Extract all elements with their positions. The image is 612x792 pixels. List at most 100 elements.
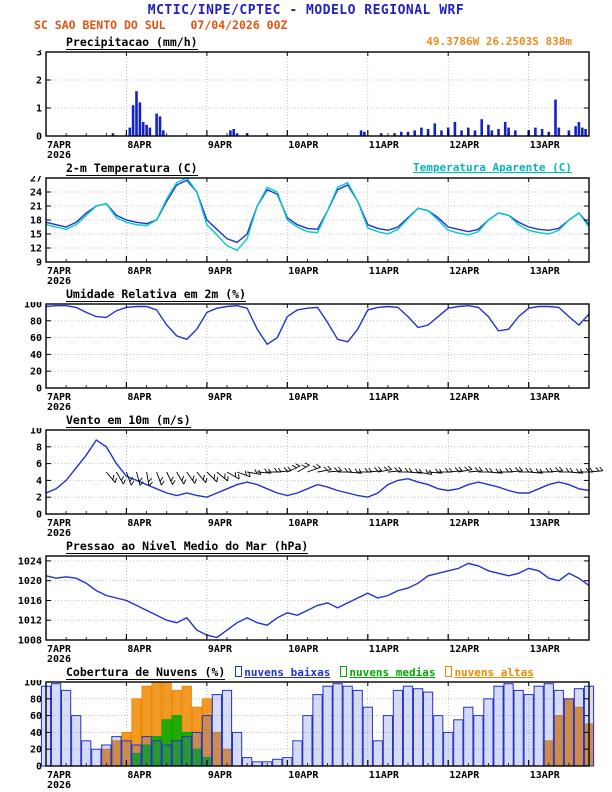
svg-text:12: 12: [30, 244, 42, 255]
svg-text:13APR: 13APR: [530, 518, 561, 529]
panel-precipitation: Precipitacao (mm/h) 49.3786W 26.2503S 838…: [0, 34, 612, 160]
svg-text:9: 9: [36, 258, 42, 269]
svg-text:2026: 2026: [47, 402, 71, 412]
svg-text:80: 80: [30, 316, 42, 327]
legend-nuvens-medias: nuvens medias: [340, 666, 435, 679]
legend-nuvens-baixas: nuvens baixas: [235, 666, 330, 679]
temperature-title: 2-m Temperatura (C): [66, 161, 198, 176]
svg-text:13APR: 13APR: [530, 392, 561, 403]
panel-temperature: 2-m Temperatura (C) Temperatura Aparente …: [0, 160, 612, 286]
svg-text:8APR: 8APR: [127, 140, 152, 151]
panels-container: Precipitacao (mm/h) 49.3786W 26.2503S 838…: [0, 34, 612, 790]
svg-text:80: 80: [30, 694, 42, 705]
svg-text:9APR: 9APR: [208, 518, 233, 529]
humidity-title: Umidade Relativa em 2m (%): [66, 287, 247, 302]
svg-text:7APR: 7APR: [47, 392, 72, 403]
svg-text:12APR: 12APR: [449, 392, 480, 403]
svg-text:9APR: 9APR: [208, 770, 233, 781]
panel-clouds: Cobertura de Nuvens (%) nuvens baixas nuve…: [0, 664, 612, 790]
wind-head: Vento em 10m (m/s): [0, 412, 612, 428]
svg-text:0: 0: [36, 384, 42, 395]
svg-text:1020: 1020: [18, 576, 42, 587]
run-datetime: 07/04/2026 00Z: [190, 18, 288, 32]
panel-pressure: Pressao ao Nivel Medio do Mar (hPa) 1008 1…: [0, 538, 612, 664]
svg-text:0: 0: [36, 132, 42, 143]
svg-text:7APR: 7APR: [47, 266, 72, 277]
precipitation-right-label: 49.3786W 26.2503S 838m: [426, 35, 572, 48]
svg-text:2: 2: [36, 76, 42, 87]
svg-text:8APR: 8APR: [127, 266, 152, 277]
axes: [45, 51, 590, 137]
legend-swatch-icon: [340, 666, 348, 677]
pressure-head: Pressao ao Nivel Medio do Mar (hPa): [0, 538, 612, 554]
svg-text:0: 0: [36, 762, 42, 773]
humidity-line-0: [45, 304, 590, 346]
svg-text:12APR: 12APR: [449, 140, 480, 151]
svg-text:0: 0: [36, 510, 42, 521]
svg-text:9APR: 9APR: [208, 140, 233, 151]
svg-text:100: 100: [24, 302, 42, 311]
svg-text:9APR: 9APR: [208, 392, 233, 403]
precipitation-title: Precipitacao (mm/h): [66, 35, 198, 50]
svg-text:7APR: 7APR: [47, 770, 72, 781]
svg-text:1016: 1016: [18, 596, 42, 607]
svg-text:1008: 1008: [18, 636, 42, 647]
axes: [45, 429, 590, 515]
humidity-head: Umidade Relativa em 2m (%): [0, 286, 612, 302]
svg-text:40: 40: [30, 350, 42, 361]
gridlines: [46, 304, 589, 388]
svg-text:4: 4: [36, 476, 42, 487]
svg-text:7APR: 7APR: [47, 140, 72, 151]
svg-text:13APR: 13APR: [530, 140, 561, 151]
legend-label: nuvens altas: [454, 666, 534, 679]
svg-text:8APR: 8APR: [127, 644, 152, 655]
svg-text:8: 8: [36, 442, 42, 453]
svg-text:9APR: 9APR: [208, 644, 233, 655]
pressure-line-0: [45, 562, 590, 639]
svg-text:13APR: 13APR: [530, 770, 561, 781]
cloud-bars: [40, 681, 595, 767]
svg-text:9APR: 9APR: [208, 266, 233, 277]
wind-line-0: [45, 439, 590, 498]
precipitation-head: Precipitacao (mm/h) 49.3786W 26.2503S 838…: [0, 34, 612, 50]
svg-text:11APR: 11APR: [369, 392, 400, 403]
wind-barbs: [105, 462, 604, 487]
page-title: MCTIC/INPE/CPTEC - MODELO REGIONAL WRF: [147, 3, 465, 18]
axes: [45, 303, 590, 389]
svg-text:11APR: 11APR: [369, 770, 400, 781]
gridlines: [46, 52, 589, 136]
svg-text:10APR: 10APR: [288, 518, 319, 529]
legend-label: nuvens medias: [349, 666, 436, 679]
clouds-head: Cobertura de Nuvens (%) nuvens baixas nuve…: [0, 664, 612, 680]
svg-text:20: 20: [30, 745, 42, 756]
svg-text:10APR: 10APR: [288, 644, 319, 655]
panel-wind: Vento em 10m (m/s) 0 2 4 6 8 10 7APR 2026 8APR 9AP…: [0, 412, 612, 538]
legend-label: nuvens baixas: [244, 666, 331, 679]
svg-text:12APR: 12APR: [449, 518, 480, 529]
station-name: SC SAO BENTO DO SUL: [34, 18, 166, 32]
svg-text:12APR: 12APR: [449, 644, 480, 655]
temperature-right-label: Temperatura Aparente (C): [413, 161, 572, 174]
svg-text:10APR: 10APR: [288, 266, 319, 277]
svg-text:10APR: 10APR: [288, 140, 319, 151]
svg-text:1024: 1024: [18, 556, 42, 567]
legend-swatch-icon: [445, 666, 453, 677]
svg-text:2026: 2026: [47, 654, 71, 664]
svg-text:11APR: 11APR: [369, 518, 400, 529]
legend-nuvens-altas: nuvens altas: [445, 666, 534, 679]
svg-text:27: 27: [30, 176, 42, 185]
svg-text:21: 21: [30, 202, 42, 213]
svg-text:6: 6: [36, 459, 42, 470]
wind-title: Vento em 10m (m/s): [66, 413, 191, 428]
svg-text:10: 10: [30, 428, 42, 437]
svg-text:7APR: 7APR: [47, 518, 72, 529]
svg-text:8APR: 8APR: [127, 392, 152, 403]
header: MCTIC/INPE/CPTEC - MODELO REGIONAL WRF S…: [0, 0, 612, 34]
legend-swatch-icon: [235, 666, 243, 677]
svg-text:8APR: 8APR: [127, 770, 152, 781]
